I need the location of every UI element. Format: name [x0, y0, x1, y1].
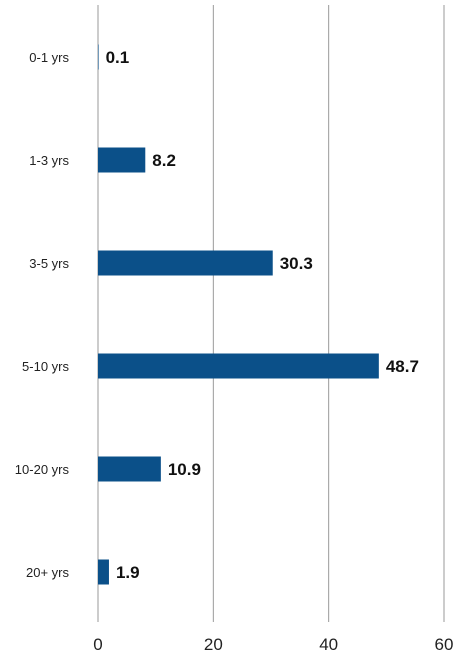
bar-6 — [98, 559, 109, 585]
x-tick-label-20: 20 — [204, 635, 223, 654]
category-label-4: 5-10 yrs — [22, 359, 69, 374]
category-label-3: 3-5 yrs — [29, 256, 69, 271]
gridlines — [97, 5, 445, 622]
x-tick-label-60: 60 — [435, 635, 454, 654]
category-label-2: 1-3 yrs — [29, 153, 69, 168]
value-label-6: 1.9 — [116, 563, 140, 582]
category-labels: 0-1 yrs 1-3 yrs 3-5 yrs 5-10 yrs 10-20 yrs 20… — [15, 50, 70, 580]
value-labels: 0.1 8.2 30.3 48.7 10.9 1.9 — [106, 48, 419, 582]
value-label-2: 8.2 — [152, 151, 176, 170]
bars — [98, 44, 379, 585]
bar-4 — [98, 353, 379, 379]
x-tick-label-0: 0 — [93, 635, 102, 654]
value-label-3: 30.3 — [280, 254, 313, 273]
value-label-4: 48.7 — [386, 357, 419, 376]
bar-3 — [98, 250, 273, 276]
bar-5 — [98, 456, 161, 482]
category-label-6: 20+ yrs — [26, 565, 69, 580]
bar-1 — [98, 44, 99, 70]
x-axis-tick-labels: 0 20 40 60 — [93, 635, 453, 654]
value-label-5: 10.9 — [168, 460, 201, 479]
bar-2 — [98, 147, 146, 173]
value-label-1: 0.1 — [106, 48, 130, 67]
x-tick-label-40: 40 — [319, 635, 338, 654]
category-label-1: 0-1 yrs — [29, 50, 69, 65]
category-label-5: 10-20 yrs — [15, 462, 70, 477]
